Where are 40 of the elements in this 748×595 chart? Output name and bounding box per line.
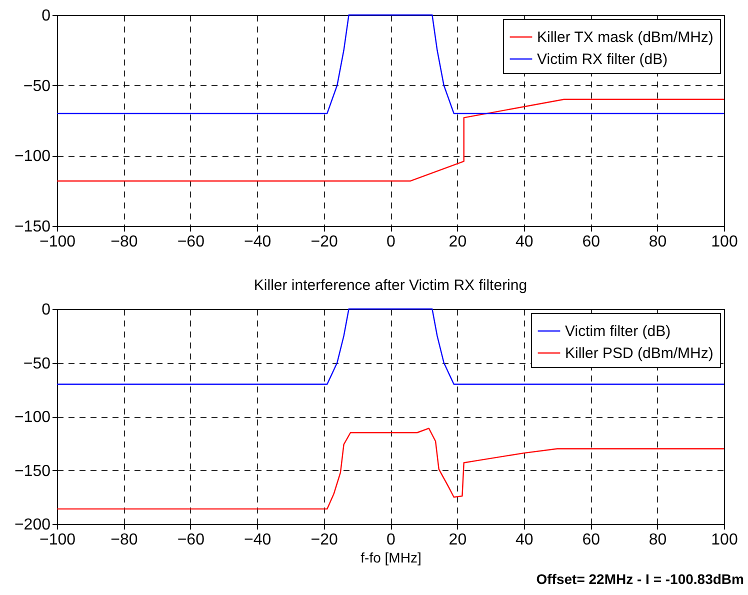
y-tick-label: −50 — [23, 355, 51, 372]
x-tick-label: 80 — [648, 532, 667, 548]
y-tick-label: −150 — [14, 462, 51, 480]
chart-title: Killer interference after Victim RX filtering — [254, 277, 528, 294]
x-tick-label: −20 — [310, 532, 338, 548]
line-series — [56, 308, 725, 385]
x-axis-title: f-fo [MHz] — [360, 550, 422, 566]
x-tick-label: −60 — [177, 234, 205, 250]
x-tick-label: 100 — [711, 532, 738, 548]
x-tick-label: −80 — [110, 234, 138, 250]
legend-label: Killer TX mask (dBm/MHz) — [537, 29, 714, 46]
x-tick-label: −40 — [244, 532, 272, 548]
line-series — [56, 428, 725, 510]
x-tick-label: −60 — [177, 532, 205, 548]
x-tick-label: 0 — [386, 532, 396, 548]
line-series — [56, 14, 725, 114]
x-tick-label: 20 — [448, 532, 467, 548]
x-tick-label: 40 — [516, 234, 534, 250]
x-tick-label: 60 — [582, 532, 600, 548]
y-tick-label: −100 — [14, 409, 51, 426]
y-tick-label: −50 — [23, 78, 51, 95]
x-tick-label: −40 — [244, 234, 272, 250]
y-tick-label: 0 — [42, 8, 51, 24]
x-tick-label: 40 — [516, 532, 534, 548]
y-tick-label: −150 — [14, 218, 51, 236]
legend-label: Victim filter (dB) — [565, 323, 671, 340]
x-tick-label: 20 — [448, 234, 467, 250]
text: Offset= 22MHz - I = -100.83dBm — [536, 571, 744, 587]
x-tick-label: 100 — [711, 234, 738, 250]
y-tick-label: 0 — [42, 302, 51, 318]
x-tick-label: 0 — [386, 234, 396, 250]
legend-label: Killer PSD (dBm/MHz) — [565, 345, 714, 362]
x-tick-label: 80 — [648, 234, 667, 250]
x-tick-label: −80 — [110, 532, 138, 548]
x-tick-label: 60 — [582, 234, 600, 250]
line-series — [56, 98, 725, 182]
x-tick-label: −20 — [310, 234, 338, 250]
y-tick-label: −100 — [14, 148, 51, 166]
y-tick-label: −200 — [14, 516, 51, 534]
legend-label: Victim RX filter (dB) — [537, 51, 668, 68]
